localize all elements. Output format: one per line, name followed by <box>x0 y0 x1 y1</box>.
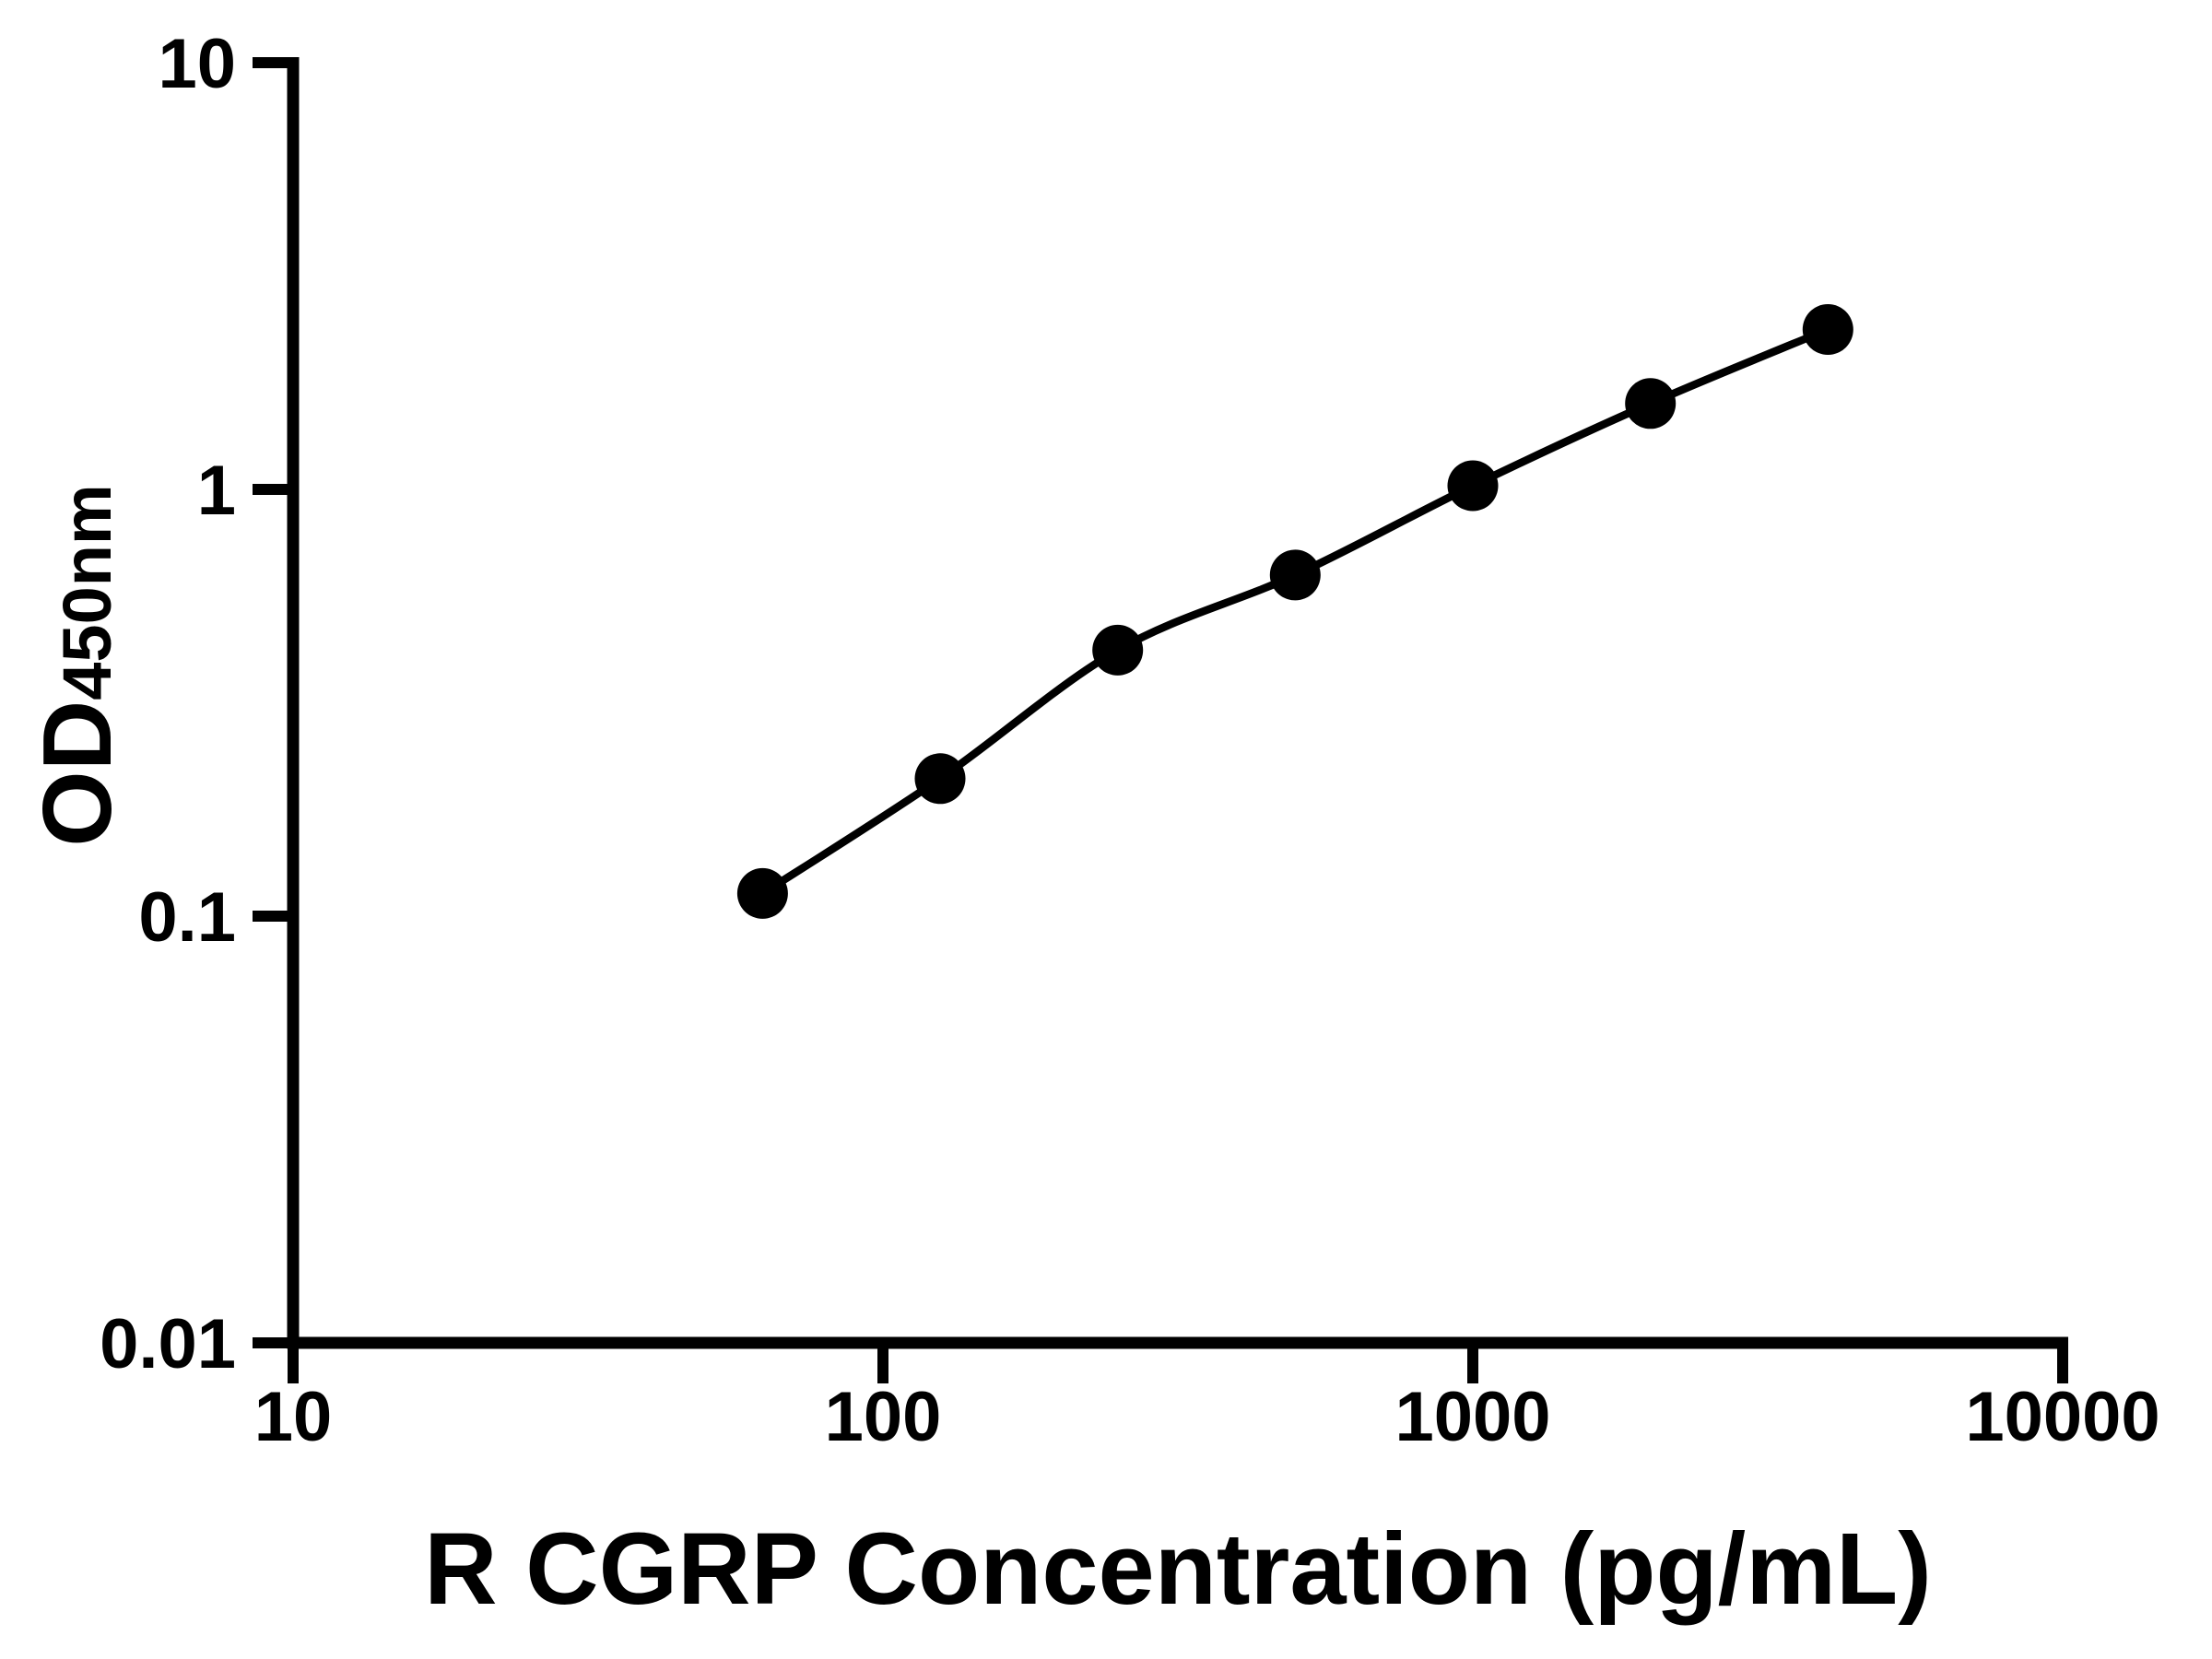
data-point-250pgml <box>1092 624 1144 676</box>
y-tick-label: 0.1 <box>138 878 236 957</box>
y-axis-title-subscript: 450nm <box>49 484 125 700</box>
y-tick-label: 10 <box>158 25 236 103</box>
y-axis-title-main: OD <box>23 700 132 847</box>
x-tick-label: 100 <box>825 1378 942 1456</box>
data-point-4000pgml <box>1802 304 1853 355</box>
data-point-2000pgml <box>1625 378 1677 429</box>
y-tick-label: 0.01 <box>100 1305 236 1383</box>
x-tick-label: 1000 <box>1394 1378 1550 1456</box>
y-tick-label: 1 <box>197 452 236 530</box>
x-tick-label: 10 <box>254 1378 333 1456</box>
data-point-62.5pgml <box>736 867 788 919</box>
x-tick-label: 10000 <box>1965 1378 2159 1456</box>
x-axis-title: R CGRP Concentration (pg/mL) <box>424 1512 1932 1626</box>
data-point-1000pgml <box>1447 460 1499 512</box>
data-point-500pgml <box>1269 549 1321 601</box>
y-axis-title: OD450nm <box>23 484 132 846</box>
data-point-125pgml <box>914 753 966 805</box>
